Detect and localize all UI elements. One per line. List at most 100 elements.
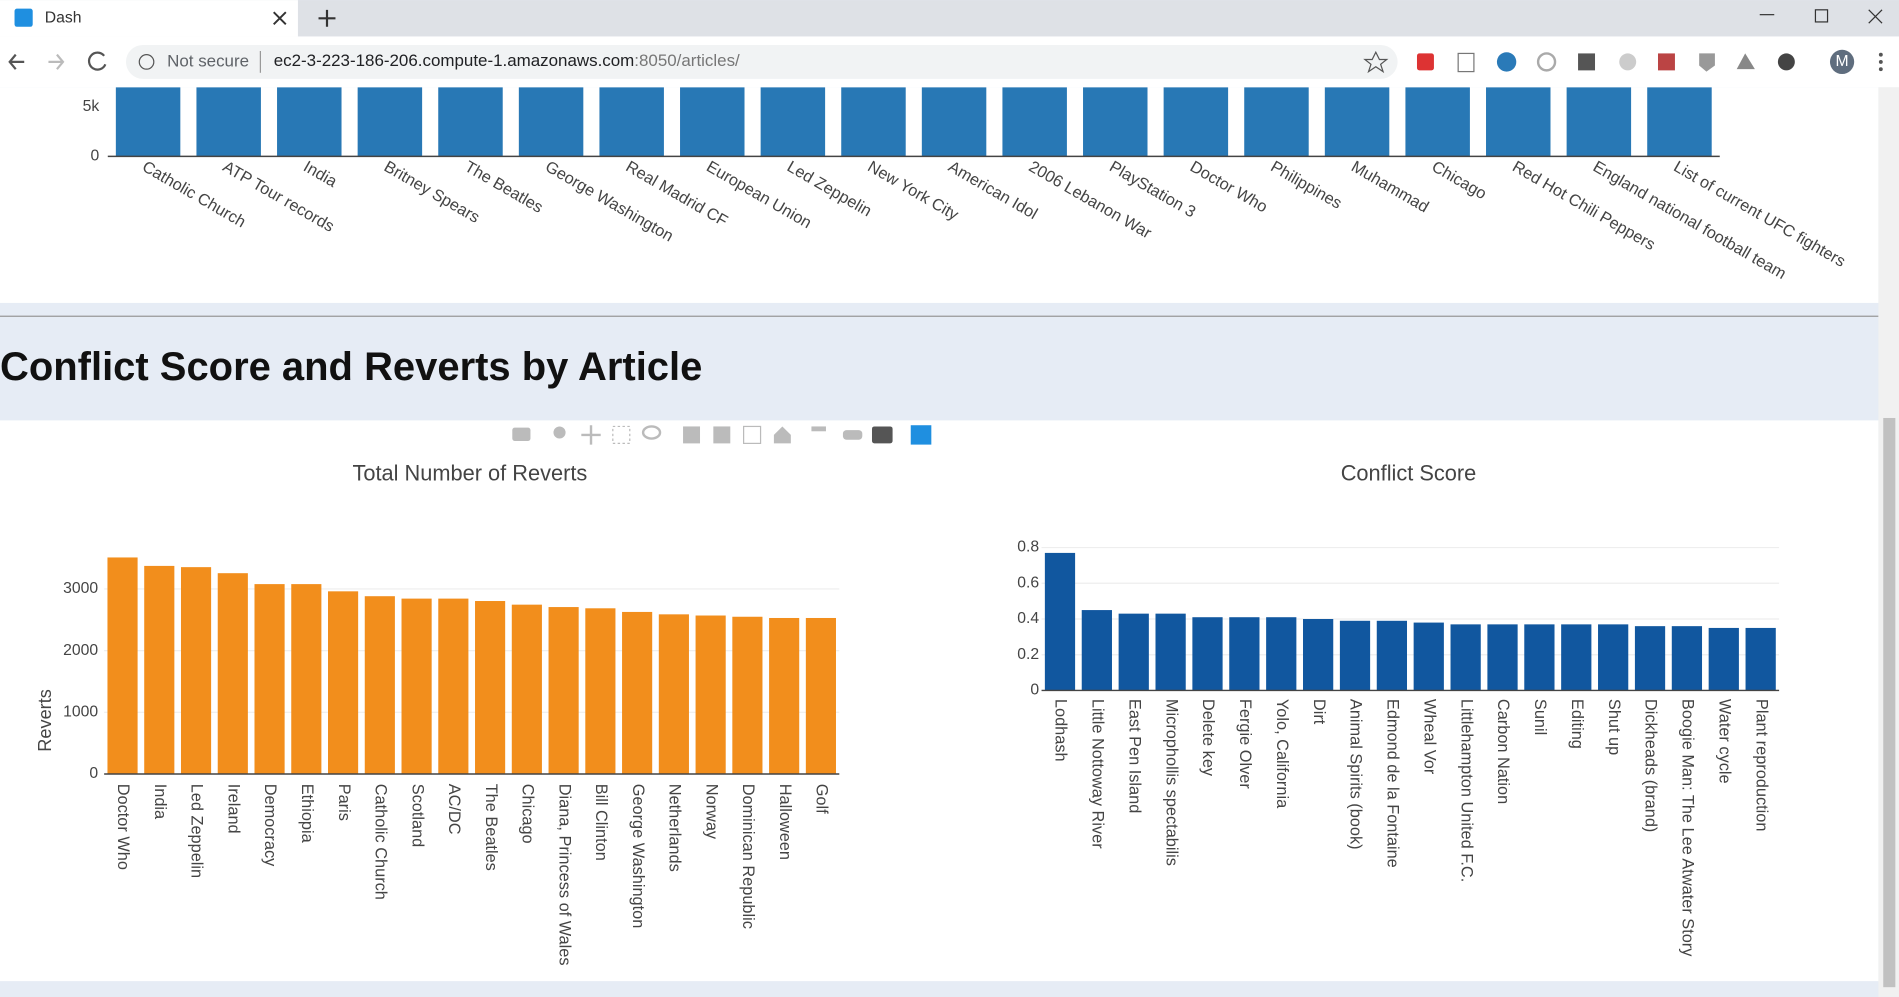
menu[interactable] bbox=[1878, 52, 1883, 72]
bar bbox=[732, 616, 763, 775]
extension[interactable] bbox=[1578, 53, 1596, 71]
bar bbox=[475, 601, 506, 775]
y-tick-label: 3000 bbox=[63, 580, 98, 597]
extension[interactable] bbox=[1657, 53, 1675, 71]
modebar-button[interactable] bbox=[512, 427, 531, 441]
x-tick-label: Catholic Church bbox=[372, 784, 390, 900]
bar bbox=[1561, 624, 1592, 691]
bar bbox=[1486, 87, 1551, 157]
modebar-button[interactable] bbox=[811, 426, 826, 432]
tab-close[interactable] bbox=[273, 11, 287, 26]
url[interactable]: ec2-3-223-186-206.compute-1.amazonaws.co… bbox=[274, 51, 740, 70]
x-tick-label: Led Zeppelin bbox=[188, 784, 206, 878]
extension[interactable] bbox=[1619, 53, 1637, 71]
modebar-button[interactable] bbox=[713, 426, 731, 444]
x-tick-label: Delete key bbox=[1199, 699, 1217, 777]
modebar-button[interactable] bbox=[553, 426, 566, 439]
x-tick-label: Dirt bbox=[1310, 699, 1328, 725]
x-tick-label: Democracy bbox=[261, 784, 279, 867]
extension[interactable] bbox=[1457, 52, 1475, 73]
x-tick-label: Carbon Nation bbox=[1494, 699, 1512, 804]
bar bbox=[518, 87, 584, 157]
x-tick-label: Paris bbox=[335, 784, 353, 821]
x-tick-label: Shut up bbox=[1605, 699, 1623, 755]
modebar-button[interactable] bbox=[842, 430, 863, 440]
modebar-button[interactable] bbox=[871, 426, 893, 444]
close[interactable] bbox=[1868, 9, 1883, 24]
omnibox[interactable] bbox=[125, 44, 1398, 79]
tab[interactable] bbox=[0, 0, 298, 37]
info-icon[interactable] bbox=[138, 54, 155, 70]
x-tick-label: Yolo, California bbox=[1273, 699, 1291, 809]
bar bbox=[695, 615, 726, 775]
x-tick-label: East Pen Island bbox=[1125, 699, 1143, 813]
x-tick-label: The Beatles bbox=[482, 784, 500, 871]
bar bbox=[438, 598, 469, 775]
y-tick-label: 0.2 bbox=[1017, 646, 1039, 663]
bar bbox=[1566, 87, 1632, 157]
bar bbox=[1081, 610, 1112, 691]
modebar-button[interactable] bbox=[612, 425, 631, 445]
extension[interactable] bbox=[1496, 52, 1517, 72]
bar bbox=[622, 611, 653, 775]
bookmark-star[interactable] bbox=[1363, 50, 1389, 74]
reload[interactable] bbox=[87, 51, 107, 71]
x-tick-label: Sunil bbox=[1531, 699, 1549, 735]
bar bbox=[115, 87, 181, 157]
bar bbox=[291, 584, 322, 775]
back[interactable] bbox=[8, 53, 25, 70]
tab-title[interactable]: Dash bbox=[45, 9, 82, 26]
modebar-button[interactable] bbox=[743, 425, 762, 445]
bar bbox=[196, 87, 261, 157]
bar bbox=[254, 584, 285, 775]
bar bbox=[921, 87, 987, 157]
bar bbox=[1339, 620, 1371, 691]
forward[interactable] bbox=[48, 53, 65, 70]
bar bbox=[1598, 624, 1629, 691]
extension[interactable] bbox=[1777, 53, 1795, 71]
bar bbox=[107, 557, 138, 775]
y-axis-label: Reverts bbox=[35, 689, 55, 752]
bar bbox=[1376, 620, 1408, 691]
plotly-logo[interactable] bbox=[910, 425, 932, 445]
section-heading: Conflict Score and Reverts by Article bbox=[0, 345, 702, 389]
bar bbox=[328, 591, 359, 775]
y-tick-label: 5k bbox=[83, 98, 100, 115]
restore[interactable] bbox=[1814, 9, 1829, 23]
bar bbox=[401, 598, 432, 775]
y-tick-label: 0 bbox=[89, 765, 98, 782]
new-tab[interactable] bbox=[318, 9, 336, 27]
extension[interactable] bbox=[1736, 53, 1755, 70]
y-tick-label: 0.8 bbox=[1017, 539, 1039, 556]
bar bbox=[144, 565, 175, 775]
bar bbox=[658, 614, 689, 775]
bar bbox=[1118, 613, 1149, 691]
extension[interactable] bbox=[1536, 52, 1557, 72]
bar bbox=[180, 567, 212, 775]
modebar-button[interactable] bbox=[581, 425, 601, 445]
x-tick-label: Ethiopia bbox=[298, 784, 316, 844]
extension[interactable] bbox=[1699, 53, 1715, 72]
x-tick-label: George Washington bbox=[629, 784, 647, 929]
profile-avatar[interactable] bbox=[1829, 49, 1855, 75]
x-tick-label: Littlehampton United F.C. bbox=[1457, 699, 1475, 882]
y-tick-label: 0 bbox=[91, 148, 100, 165]
modebar-button[interactable] bbox=[773, 426, 791, 444]
bar bbox=[1229, 617, 1260, 691]
x-tick-label: Dominican Republic bbox=[739, 784, 757, 929]
bar bbox=[1413, 622, 1444, 691]
scrollbar-thumb[interactable] bbox=[1883, 417, 1896, 988]
bars bbox=[1044, 552, 1776, 691]
extension[interactable] bbox=[1416, 53, 1434, 71]
x-tick-label: Plant reproduction bbox=[1752, 699, 1770, 832]
x-tick-label: Animal Spirits (book) bbox=[1347, 699, 1365, 850]
modebar-button[interactable] bbox=[641, 425, 662, 440]
bar bbox=[1044, 552, 1076, 691]
x-tick-label: Doctor Who bbox=[114, 784, 132, 870]
chart-title: Total Number of Reverts bbox=[352, 461, 587, 486]
x-tick-label: Boogie Man: The Lee Atwater Story bbox=[1679, 699, 1697, 957]
bar bbox=[599, 87, 664, 157]
modebar-button[interactable] bbox=[683, 426, 701, 444]
bar bbox=[1266, 617, 1297, 691]
